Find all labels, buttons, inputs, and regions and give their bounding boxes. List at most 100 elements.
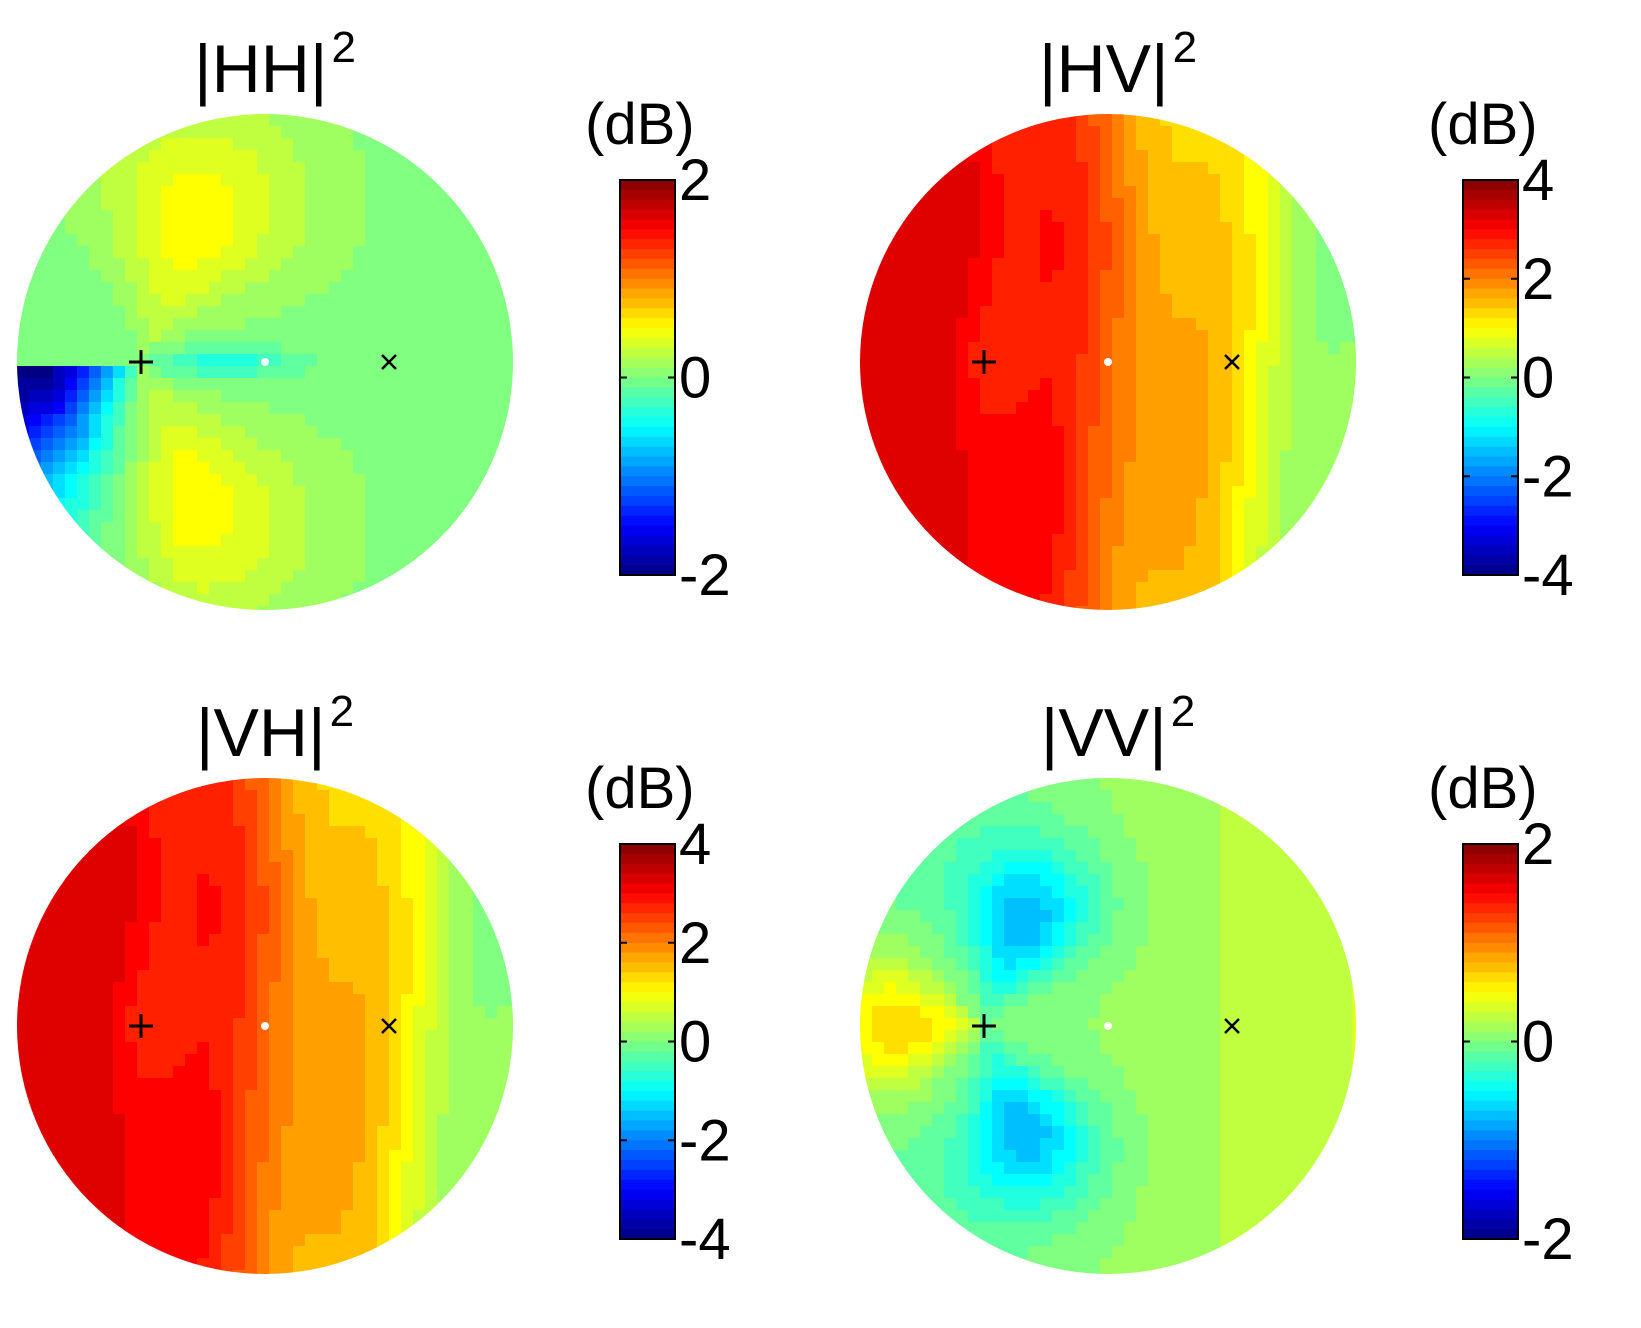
heatmap-cell: [281, 450, 294, 463]
heatmap-cell: [884, 498, 897, 511]
heatmap-cell: [101, 886, 114, 899]
heatmap-cell: [185, 994, 198, 1007]
heatmap-cell: [1088, 862, 1101, 875]
heatmap-cell: [293, 510, 306, 523]
heatmap-cell: [233, 342, 246, 355]
heatmap-cell: [29, 294, 42, 307]
heatmap-cell: [365, 258, 378, 271]
heatmap-cell: [317, 402, 330, 415]
heatmap-cell: [137, 306, 150, 319]
heatmap-cell: [413, 426, 426, 439]
heatmap-cell: [1028, 522, 1041, 535]
heatmap-cell: [185, 390, 198, 403]
heatmap-cell: [281, 138, 294, 151]
heatmap-cell: [209, 958, 222, 971]
colorbar-step: [620, 1011, 675, 1023]
heatmap-cell: [968, 318, 981, 331]
heatmap-cell: [1016, 150, 1029, 163]
heatmap-cell: [461, 234, 474, 247]
heatmap-cell: [473, 922, 486, 935]
heatmap-cell: [173, 258, 186, 271]
heatmap-cell: [932, 378, 945, 391]
heatmap-cell: [377, 390, 390, 403]
heatmap-cell: [1256, 246, 1269, 259]
heatmap-cell: [29, 378, 42, 391]
heatmap-cell: [53, 450, 66, 463]
heatmap-cell: [221, 1006, 234, 1019]
heatmap-cell: [113, 366, 126, 379]
heatmap-cell: [257, 1138, 270, 1151]
heatmap-cell: [1244, 414, 1257, 427]
heatmap-cell: [281, 354, 294, 367]
heatmap-cell: [341, 1078, 354, 1091]
heatmap-cell: [293, 402, 306, 415]
heatmap-cell: [437, 522, 450, 535]
heatmap-cell: [233, 606, 246, 610]
heatmap-cell: [1016, 850, 1029, 863]
heatmap-cell: [980, 874, 993, 887]
heatmap-cell: [1160, 534, 1173, 547]
heatmap-cell: [1100, 198, 1113, 211]
heatmap-cell: [1076, 414, 1089, 427]
heatmap-cell: [125, 450, 138, 463]
heatmap-cell: [413, 1186, 426, 1199]
heatmap-cell: [1220, 282, 1233, 295]
heatmap-cell: [992, 306, 1005, 319]
heatmap-cell: [101, 318, 114, 331]
heatmap-cell: [293, 778, 306, 791]
heatmap-cell: [341, 234, 354, 247]
heatmap-cell: [389, 534, 402, 547]
heatmap-cell: [197, 1054, 210, 1067]
heatmap-cell: [185, 198, 198, 211]
heatmap-cell: [101, 1138, 114, 1151]
heatmap-cell: [473, 910, 486, 923]
heatmap-cell: [1004, 150, 1017, 163]
heatmap-cell: [125, 1162, 138, 1175]
heatmap-cell: [932, 510, 945, 523]
heatmap-cell: [980, 450, 993, 463]
heatmap-cell: [1148, 474, 1161, 487]
heatmap-cell: [293, 282, 306, 295]
heatmap-cell: [173, 282, 186, 295]
heatmap-cell: [245, 934, 258, 947]
heatmap-cell: [341, 330, 354, 343]
heatmap-cell: [1220, 366, 1233, 379]
heatmap-cell: [1196, 354, 1209, 367]
heatmap-cell: [449, 354, 462, 367]
heatmap-cell: [257, 498, 270, 511]
heatmap-cell: [968, 402, 981, 415]
heatmap-cell: [1100, 270, 1113, 283]
heatmap-cell: [1208, 826, 1221, 839]
heatmap-cell: [1076, 378, 1089, 391]
heatmap-cell: [293, 174, 306, 187]
heatmap-cell: [377, 910, 390, 923]
heatmap-cell: [221, 306, 234, 319]
heatmap-cell: [77, 246, 90, 259]
heatmap-cell: [329, 1006, 342, 1019]
heatmap-cell: [377, 898, 390, 911]
colorbar: 20-2: [619, 148, 731, 608]
heatmap-cell: [221, 330, 234, 343]
heatmap-cell: [185, 1042, 198, 1055]
heatmap-cell: [944, 850, 957, 863]
heatmap-cell: [1304, 282, 1317, 295]
heatmap-cell: [353, 198, 366, 211]
heatmap-cell: [125, 922, 138, 935]
heatmap-cell: [509, 970, 513, 983]
heatmap-cell: [1280, 498, 1293, 511]
heatmap-cell: [1172, 126, 1185, 139]
heatmap-cell: [1340, 426, 1353, 439]
heatmap-cell: [1268, 838, 1281, 851]
heatmap-cell: [281, 558, 294, 571]
heatmap-cell: [437, 498, 450, 511]
heatmap-cell: [317, 886, 330, 899]
heatmap-cell: [449, 1042, 462, 1055]
heatmap-cell: [353, 138, 366, 151]
heatmap-cell: [1280, 294, 1293, 307]
heatmap-cell: [353, 1258, 366, 1271]
heatmap-cell: [209, 498, 222, 511]
heatmap-cell: [485, 354, 498, 367]
heatmap-cell: [101, 414, 114, 427]
heatmap-cell: [485, 258, 498, 271]
heatmap-cell: [1268, 354, 1281, 367]
